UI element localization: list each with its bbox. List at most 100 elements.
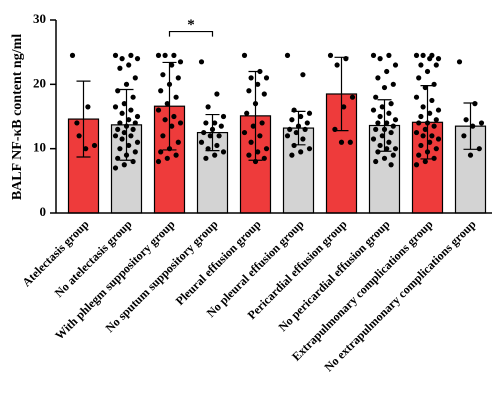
data-point bbox=[413, 52, 420, 58]
data-point bbox=[126, 117, 132, 123]
data-point bbox=[112, 104, 119, 110]
data-point bbox=[134, 113, 141, 120]
data-point bbox=[384, 120, 390, 126]
data-point bbox=[69, 52, 76, 58]
data-point bbox=[375, 149, 381, 155]
data-point bbox=[375, 120, 381, 126]
data-point bbox=[164, 155, 170, 161]
data-point bbox=[302, 126, 308, 132]
data-point bbox=[261, 91, 267, 97]
data-point bbox=[381, 126, 388, 132]
data-point bbox=[241, 52, 248, 58]
data-point bbox=[463, 117, 469, 123]
data-point bbox=[263, 75, 270, 81]
data-point bbox=[298, 113, 304, 120]
data-point bbox=[160, 72, 166, 78]
bar bbox=[196, 131, 229, 214]
significance-bracket bbox=[168, 30, 214, 37]
data-point bbox=[164, 101, 170, 107]
data-point bbox=[456, 59, 463, 65]
data-point bbox=[435, 107, 442, 113]
data-point bbox=[332, 126, 338, 132]
data-point bbox=[119, 56, 125, 62]
significance-label: * bbox=[187, 17, 195, 33]
data-point bbox=[427, 110, 433, 116]
y-axis-label: BALF NF-κB content ng/ml bbox=[10, 34, 25, 200]
data-point bbox=[416, 75, 422, 81]
data-point bbox=[413, 129, 420, 136]
data-point bbox=[126, 62, 132, 68]
data-point bbox=[478, 120, 485, 126]
data-point bbox=[132, 149, 138, 155]
data-point bbox=[177, 59, 184, 65]
data-point bbox=[388, 129, 394, 136]
data-point bbox=[373, 94, 379, 100]
data-point bbox=[422, 158, 428, 165]
data-point bbox=[207, 133, 213, 139]
data-point bbox=[379, 133, 385, 139]
data-point bbox=[476, 146, 482, 152]
data-point bbox=[293, 129, 299, 136]
data-point bbox=[327, 52, 334, 58]
data-point bbox=[212, 120, 218, 126]
data-point bbox=[467, 152, 474, 158]
x-tick-label: No extrapulmonary complications group bbox=[321, 217, 478, 374]
data-point bbox=[123, 123, 130, 129]
data-point bbox=[388, 162, 394, 168]
data-point bbox=[341, 104, 347, 110]
data-point bbox=[386, 139, 392, 145]
y-tick-label: 0 bbox=[40, 204, 47, 219]
data-point bbox=[291, 107, 297, 113]
data-point bbox=[431, 81, 437, 87]
data-point bbox=[379, 104, 385, 110]
data-point bbox=[291, 142, 297, 149]
data-point bbox=[424, 149, 431, 155]
data-point bbox=[420, 104, 426, 110]
data-point bbox=[384, 68, 390, 75]
data-point bbox=[173, 94, 179, 100]
data-point bbox=[214, 142, 220, 149]
data-point bbox=[130, 158, 136, 165]
data-point bbox=[370, 136, 377, 142]
data-point bbox=[392, 62, 399, 68]
data-point bbox=[244, 110, 250, 116]
data-point bbox=[132, 75, 138, 81]
data-point bbox=[76, 133, 82, 139]
data-point bbox=[427, 56, 433, 62]
data-point bbox=[424, 68, 431, 75]
data-point bbox=[255, 81, 261, 87]
data-point bbox=[472, 101, 478, 107]
data-point bbox=[306, 110, 313, 116]
data-point bbox=[375, 75, 381, 81]
data-point bbox=[119, 110, 125, 116]
data-point bbox=[175, 75, 181, 81]
data-point bbox=[300, 72, 306, 78]
data-point bbox=[289, 117, 295, 123]
data-point bbox=[381, 84, 388, 91]
data-point bbox=[422, 84, 428, 91]
data-point bbox=[128, 107, 134, 113]
data-point bbox=[343, 56, 349, 62]
data-point bbox=[257, 68, 263, 75]
data-point bbox=[85, 104, 91, 110]
data-point bbox=[433, 62, 439, 68]
data-point bbox=[289, 152, 295, 158]
data-point bbox=[115, 155, 121, 161]
data-point bbox=[155, 107, 162, 113]
data-point bbox=[115, 126, 121, 132]
data-point bbox=[263, 146, 270, 152]
data-point bbox=[246, 88, 252, 94]
data-point bbox=[134, 56, 141, 62]
data-point bbox=[119, 136, 125, 142]
data-point bbox=[155, 158, 162, 165]
data-point bbox=[162, 117, 168, 123]
data-point bbox=[377, 142, 383, 149]
data-point bbox=[248, 139, 254, 145]
data-point bbox=[173, 152, 179, 158]
data-point bbox=[386, 110, 392, 116]
data-point bbox=[112, 52, 119, 58]
data-point bbox=[203, 120, 209, 126]
data-point bbox=[246, 152, 252, 158]
data-point bbox=[435, 56, 442, 62]
